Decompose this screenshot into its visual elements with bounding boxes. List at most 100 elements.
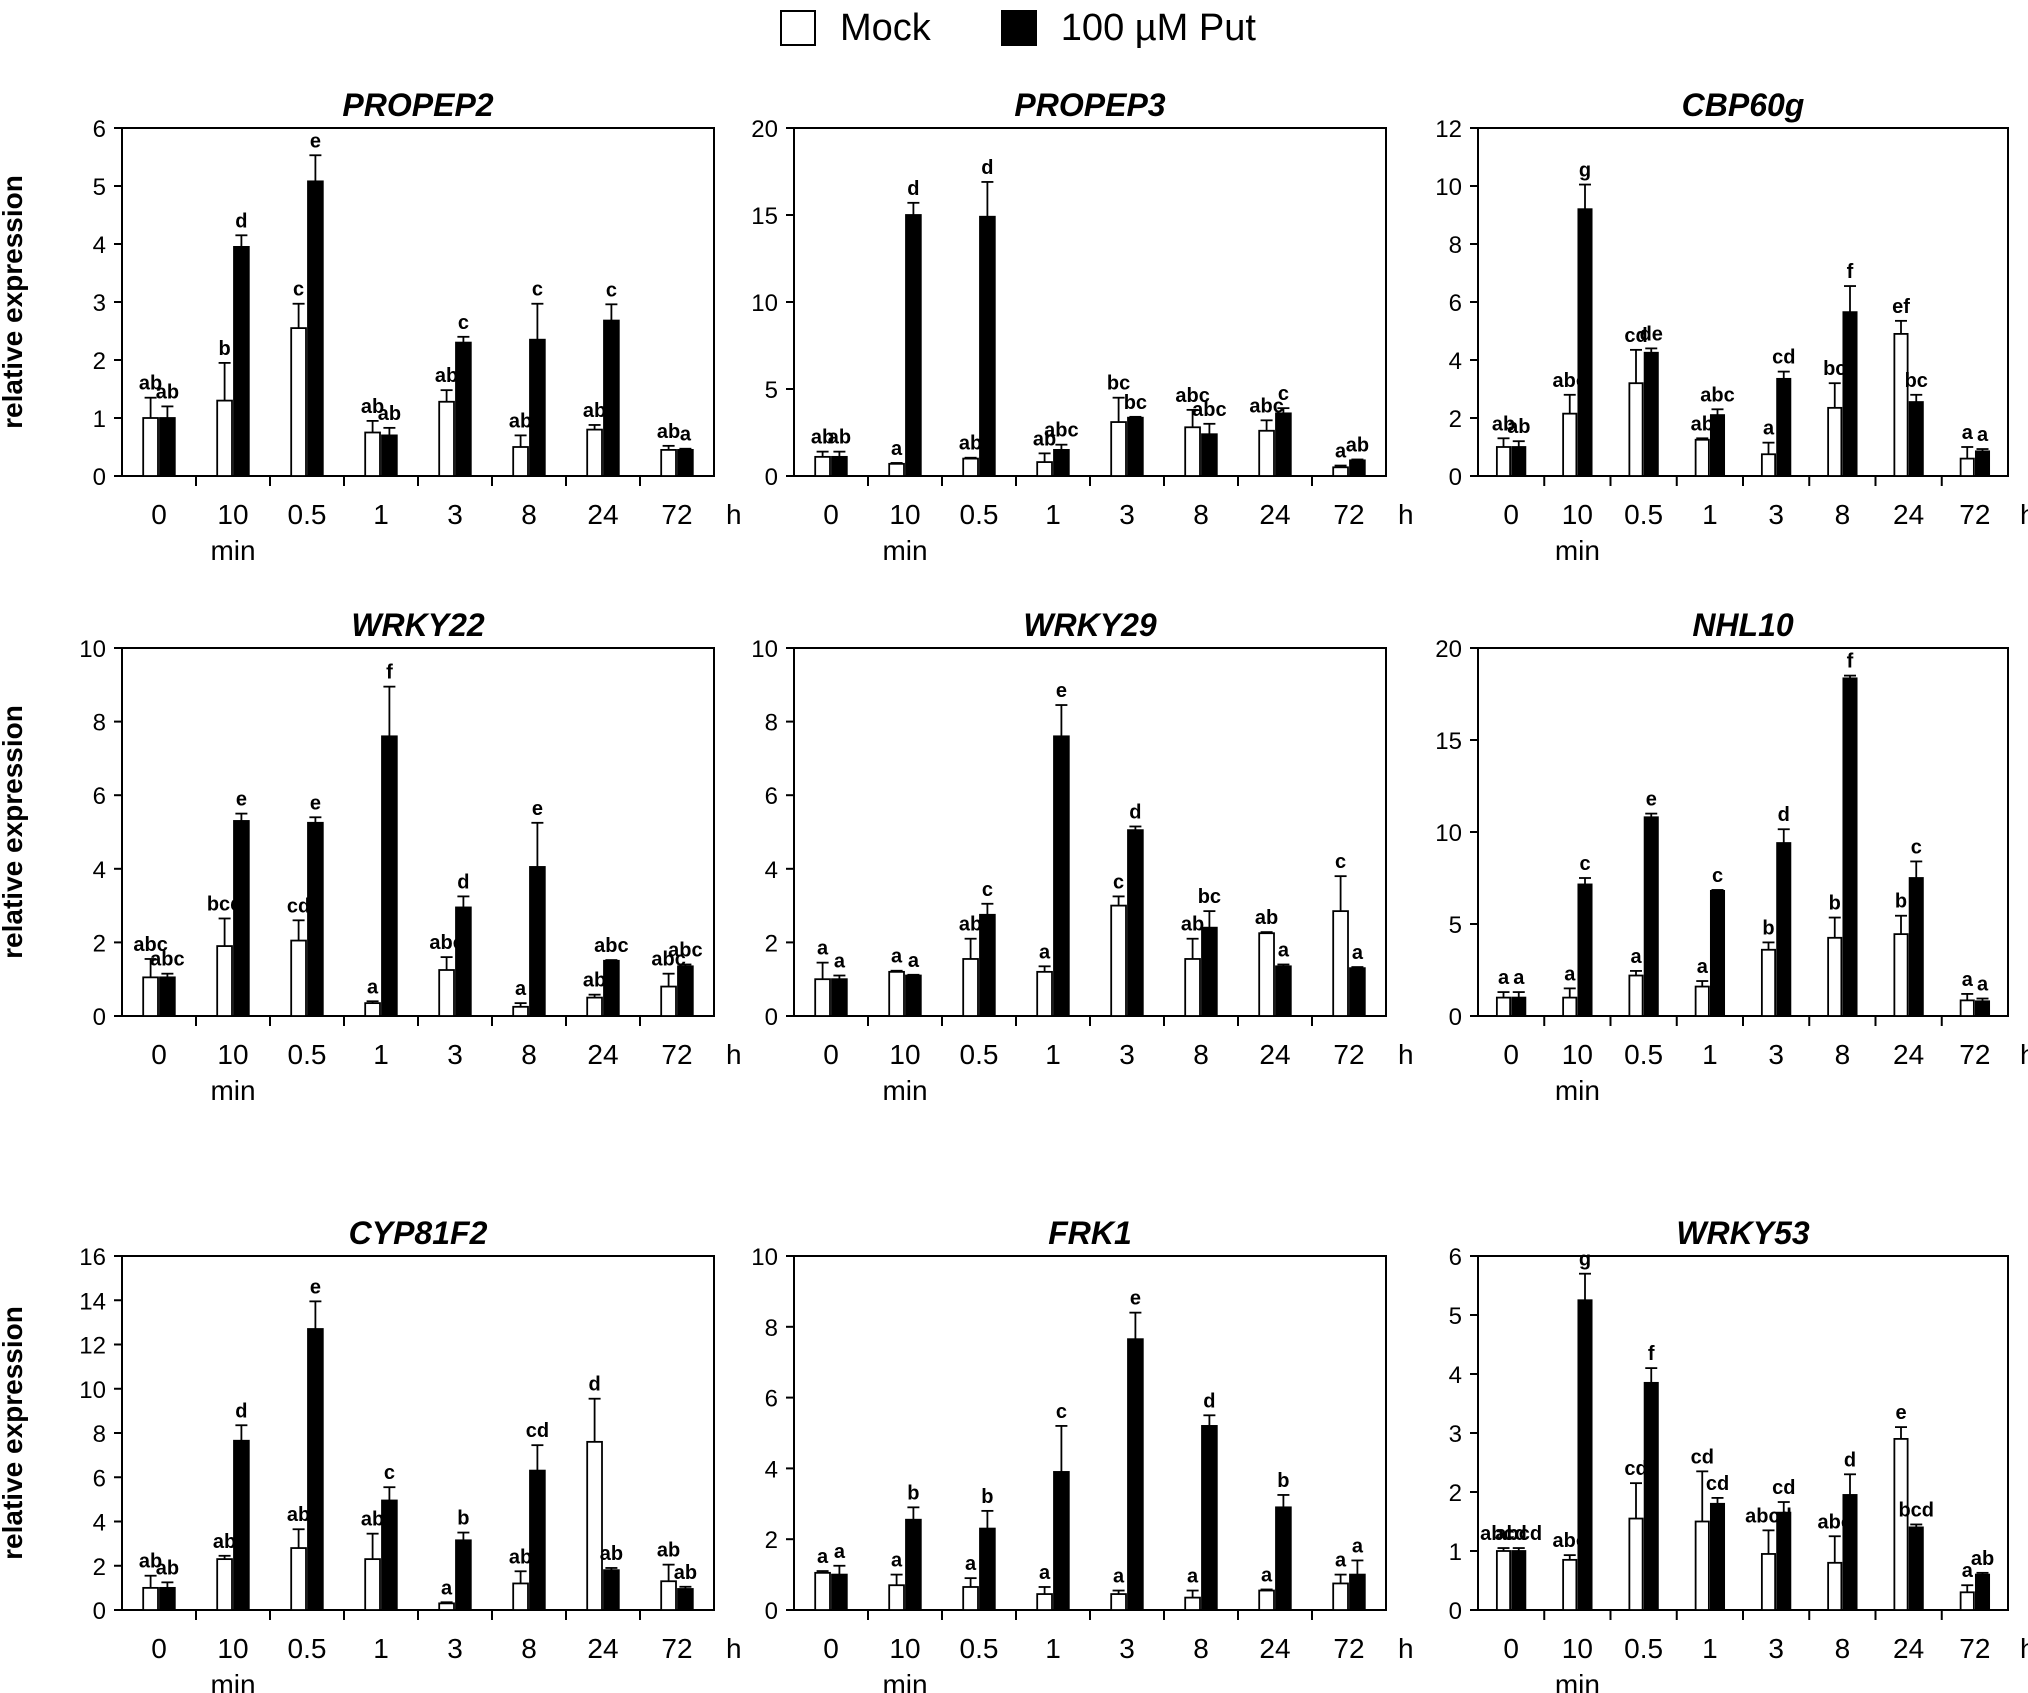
significance-letter: a [1352, 942, 1364, 964]
plot-frame [793, 127, 1387, 477]
bar-put [455, 1539, 472, 1611]
bar-put [1643, 351, 1659, 477]
bar-put [1201, 433, 1218, 477]
y-tick-label: 20 [751, 116, 778, 143]
significance-letter: a [1564, 963, 1576, 985]
y-tick-label: 2 [1449, 406, 1462, 433]
x-tick-label: 0.5 [1624, 499, 1663, 530]
bar-mock [1760, 948, 1777, 1017]
significance-letter: ab [959, 914, 982, 936]
x-unit-label: h [1398, 1633, 1414, 1664]
x-unit-label: h [1398, 1039, 1414, 1070]
x-tick-label: 3 [1768, 499, 1784, 530]
significance-letter: a [1278, 939, 1290, 961]
y-tick-label: 2 [765, 930, 778, 957]
x-tick-label: 72 [1333, 1633, 1364, 1664]
bar-put [1908, 1526, 1924, 1611]
significance-letter: a [1039, 1562, 1051, 1584]
y-tick-label: 0 [93, 464, 106, 491]
significance-letter: abcd [1495, 1523, 1542, 1545]
significance-letter: ab [139, 373, 162, 395]
x-tick-label: 24 [587, 1039, 618, 1070]
significance-letter: cd [1772, 347, 1795, 369]
significance-letter: cd [287, 895, 310, 917]
bar-mock [1036, 461, 1053, 477]
x-tick-label: 24 [587, 1633, 618, 1664]
significance-letter: c [1335, 851, 1346, 873]
y-tick-label: 6 [93, 1465, 106, 1492]
bar-put [831, 455, 848, 477]
significance-letter: ab [156, 1557, 179, 1579]
x-tick-label: 72 [1333, 499, 1364, 530]
significance-letter: g [1579, 160, 1591, 182]
significance-letter: a [817, 938, 829, 960]
significance-letter: c [1278, 383, 1289, 405]
y-tick-label: 1 [93, 406, 106, 433]
bar-put [1577, 208, 1593, 477]
bar-mock [512, 1005, 529, 1017]
x-tick-label: 8 [521, 1633, 537, 1664]
significance-letter: bc [1107, 373, 1130, 395]
y-axis-label: relative expression [0, 175, 28, 429]
bar-put [1275, 965, 1292, 1017]
significance-letter: a [891, 946, 903, 968]
x-tick-label: 0.5 [960, 499, 999, 530]
bar-put [905, 974, 922, 1017]
x-sublabel-min: min [882, 1075, 927, 1106]
bar-put [381, 1499, 398, 1611]
bar-mock [364, 1558, 381, 1611]
x-sublabel-min: min [1555, 535, 1600, 566]
bar-mock [1110, 904, 1127, 1017]
significance-letter: a [834, 951, 846, 973]
y-tick-label: 4 [93, 1510, 106, 1537]
x-tick-label: 8 [1835, 1039, 1851, 1070]
bar-put [1842, 1494, 1858, 1611]
x-tick-label: 24 [587, 499, 618, 530]
bar-put [979, 215, 996, 477]
y-tick-label: 0 [765, 464, 778, 491]
x-tick-label: 8 [1835, 499, 1851, 530]
bar-mock [512, 446, 529, 477]
x-sublabel-min: min [1555, 1669, 1600, 1693]
significance-letter: b [1277, 1470, 1289, 1492]
bar-mock [1827, 1561, 1843, 1611]
significance-letter: ab [600, 1543, 623, 1565]
bar-put [233, 245, 250, 477]
bar-mock [1760, 453, 1777, 477]
x-tick-label: 0.5 [288, 1039, 327, 1070]
significance-letter: c [1579, 853, 1590, 875]
significance-letter: bc [1124, 392, 1147, 414]
significance-letter: e [1130, 1288, 1141, 1310]
y-tick-label: 8 [93, 1421, 106, 1448]
x-tick-label: 0 [823, 1039, 839, 1070]
bar-put [1127, 829, 1144, 1017]
x-tick-label: 24 [1259, 1633, 1290, 1664]
x-tick-label: 0.5 [960, 1633, 999, 1664]
significance-letter: abc [1700, 384, 1734, 406]
plot-frame [121, 647, 715, 1017]
bar-mock [888, 462, 905, 477]
significance-letter: a [817, 1546, 829, 1568]
x-tick-label: 0 [1503, 1039, 1519, 1070]
bar-mock [290, 939, 307, 1017]
legend-label-mock: Mock [840, 6, 931, 49]
y-tick-label: 2 [1449, 1480, 1462, 1507]
significance-letter: ab [1346, 434, 1369, 456]
bar-mock [1495, 996, 1512, 1017]
bar-put [1127, 416, 1144, 477]
x-tick-label: 0 [1503, 499, 1519, 530]
significance-letter: a [1977, 974, 1989, 996]
bar-put [831, 978, 848, 1017]
bar-mock [512, 1582, 529, 1611]
x-tick-label: 1 [373, 1039, 389, 1070]
bar-mock [1184, 1596, 1201, 1611]
significance-letter: bc [1823, 358, 1846, 380]
significance-letter: a [834, 1541, 846, 1563]
bar-put [1709, 1502, 1726, 1611]
y-tick-label: 0 [1449, 1598, 1462, 1625]
bar-mock [1562, 996, 1578, 1017]
y-tick-label: 6 [93, 116, 106, 143]
significance-letter: a [965, 1553, 977, 1575]
significance-letter: cd [526, 1420, 549, 1442]
significance-letter: a [1962, 422, 1974, 444]
